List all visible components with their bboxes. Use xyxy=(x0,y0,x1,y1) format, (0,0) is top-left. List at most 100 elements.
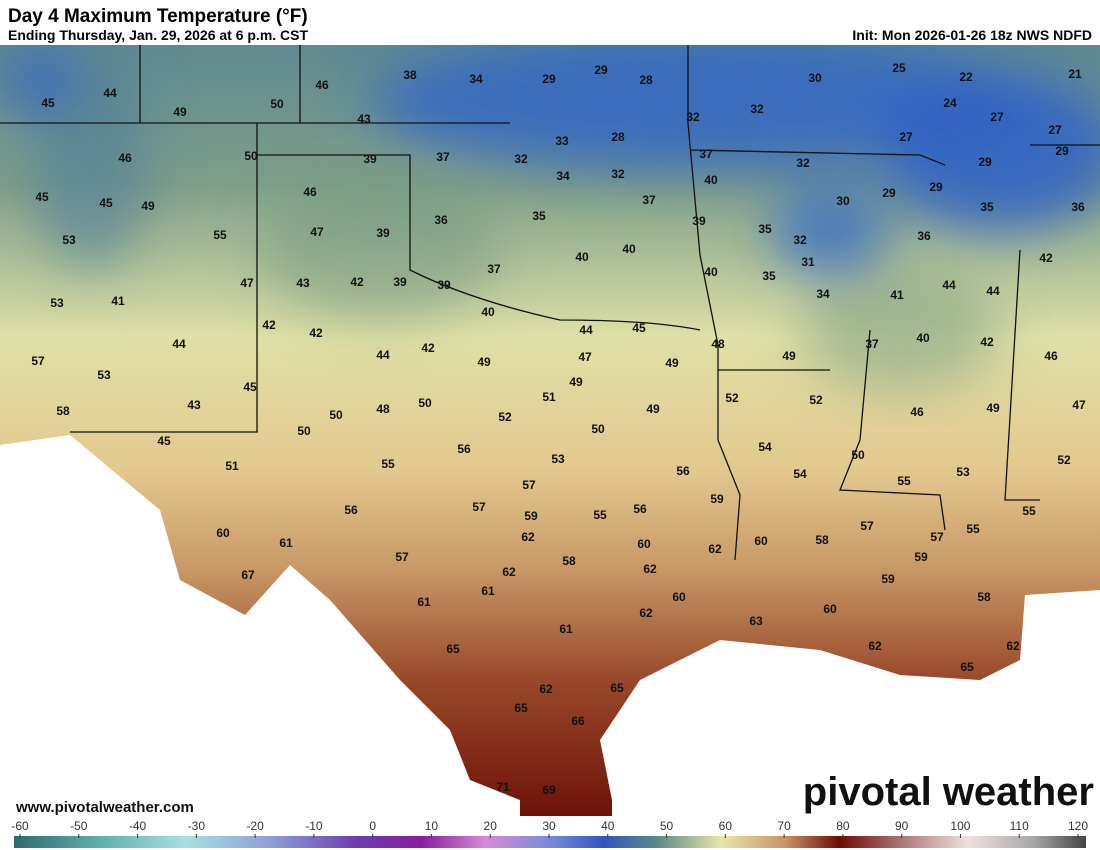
temperature-label: 59 xyxy=(710,492,724,506)
temperature-label: 34 xyxy=(469,72,483,86)
temperature-label: 55 xyxy=(213,228,227,242)
temperature-label: 21 xyxy=(1068,67,1082,81)
temperature-label: 57 xyxy=(930,530,944,544)
temperature-label: 45 xyxy=(99,196,113,210)
temperature-label: 50 xyxy=(851,448,865,462)
temperature-label: 60 xyxy=(754,534,768,548)
temperature-label: 60 xyxy=(637,537,651,551)
logo: pivotal weather xyxy=(803,770,1094,814)
colorbar-tick-label: -30 xyxy=(188,819,206,833)
temperature-label: 65 xyxy=(960,660,974,674)
temperature-label: 32 xyxy=(514,152,528,166)
temperature-label: 42 xyxy=(421,341,435,355)
temperature-label: 22 xyxy=(959,70,973,84)
temperature-label: 37 xyxy=(487,262,501,276)
temperature-label: 65 xyxy=(514,701,528,715)
temperature-label: 50 xyxy=(297,424,311,438)
temperature-label: 55 xyxy=(897,474,911,488)
temperature-label: 42 xyxy=(980,335,994,349)
temperature-label: 40 xyxy=(704,265,718,279)
temperature-label: 62 xyxy=(521,530,535,544)
temperature-label: 45 xyxy=(157,434,171,448)
temperature-label: 60 xyxy=(823,602,837,616)
temperature-label: 44 xyxy=(376,348,390,362)
temperature-label: 57 xyxy=(31,354,45,368)
temperature-label: 61 xyxy=(417,595,431,609)
colorbar-tick-label: 100 xyxy=(950,819,970,833)
colorbar-tick-label: 60 xyxy=(719,819,733,833)
temperature-label: 44 xyxy=(172,337,186,351)
temperature-label: 54 xyxy=(758,440,772,454)
temperature-label: 37 xyxy=(642,193,656,207)
temperature-label: 69 xyxy=(542,783,556,797)
colorbar-tick-label: 120 xyxy=(1068,819,1088,833)
temperature-label: 37 xyxy=(436,150,450,164)
temperature-label: 56 xyxy=(633,502,647,516)
temperature-label: 49 xyxy=(646,402,660,416)
temperature-label: 55 xyxy=(1022,504,1036,518)
temperature-label: 53 xyxy=(62,233,76,247)
temperature-label: 52 xyxy=(498,410,512,424)
header-band xyxy=(0,0,1100,45)
temperature-label: 62 xyxy=(502,565,516,579)
colorbar-tick-label: 50 xyxy=(660,819,674,833)
temperature-label: 35 xyxy=(762,269,776,283)
colorbar-tick-label: 0 xyxy=(369,819,376,833)
temperature-label: 50 xyxy=(244,149,258,163)
temperature-label: 44 xyxy=(103,86,117,100)
website: www.pivotalweather.com xyxy=(15,799,194,816)
temperature-label: 29 xyxy=(542,72,556,86)
temperature-label: 58 xyxy=(56,404,70,418)
colorbar-tick-label: -60 xyxy=(11,819,29,833)
temperature-label: 45 xyxy=(243,380,257,394)
temperature-label: 37 xyxy=(699,147,713,161)
temperature-label: 24 xyxy=(943,96,957,110)
temperature-label: 57 xyxy=(860,519,874,533)
temperature-label: 62 xyxy=(1006,639,1020,653)
map-labels: 45 44 49 50 46 38 34 29 29 28 30 25 22 21 43 32 32 24 27 27… xyxy=(31,61,1086,797)
colorbar-tick-label: 90 xyxy=(895,819,909,833)
temperature-label: 32 xyxy=(611,167,625,181)
colorbar-tick-label: -10 xyxy=(305,819,323,833)
temperature-label: 39 xyxy=(692,214,706,228)
temperature-label: 32 xyxy=(796,156,810,170)
temperature-label: 42 xyxy=(309,326,323,340)
temperature-label: 46 xyxy=(303,185,317,199)
temperature-label: 44 xyxy=(942,278,956,292)
temperature-label: 52 xyxy=(725,391,739,405)
colorbar-tick-label: -40 xyxy=(129,819,147,833)
temperature-label: 29 xyxy=(1055,144,1069,158)
temperature-label: 32 xyxy=(686,110,700,124)
temperature-label: 52 xyxy=(1057,453,1071,467)
temperature-label: 29 xyxy=(929,180,943,194)
temperature-label: 59 xyxy=(881,572,895,586)
temperature-label: 57 xyxy=(522,478,536,492)
init-time: Init: Mon 2026-01-26 18z NWS NDFD xyxy=(852,27,1092,43)
temperature-label: 60 xyxy=(216,526,230,540)
temperature-label: 28 xyxy=(639,73,653,87)
temperature-label: 62 xyxy=(868,639,882,653)
temperature-label: 28 xyxy=(611,130,625,144)
temperature-label: 46 xyxy=(910,405,924,419)
temperature-label: 33 xyxy=(555,134,569,148)
temperature-label: 61 xyxy=(559,622,573,636)
colorbar-tick-label: 20 xyxy=(484,819,498,833)
temperature-label: 38 xyxy=(403,68,417,82)
colorbar-ticks: -60 -50 -40 -30 -20 -10 0 10 20 30 40 50 60 70 80 90 100… xyxy=(11,819,1088,838)
temperature-label: 63 xyxy=(749,614,763,628)
colorbar xyxy=(14,836,1086,848)
temperature-label: 43 xyxy=(357,112,371,126)
temperature-label: 50 xyxy=(270,97,284,111)
temperature-label: 41 xyxy=(890,288,904,302)
temperature-label: 29 xyxy=(882,186,896,200)
temperature-label: 46 xyxy=(1044,349,1058,363)
temperature-label: 40 xyxy=(575,250,589,264)
temperature-label: 47 xyxy=(1072,398,1086,412)
temperature-label: 35 xyxy=(758,222,772,236)
temperature-label: 49 xyxy=(141,199,155,213)
temperature-label: 53 xyxy=(551,452,565,466)
temperature-label: 32 xyxy=(793,233,807,247)
temperature-label: 58 xyxy=(815,533,829,547)
temperature-label: 50 xyxy=(591,422,605,436)
